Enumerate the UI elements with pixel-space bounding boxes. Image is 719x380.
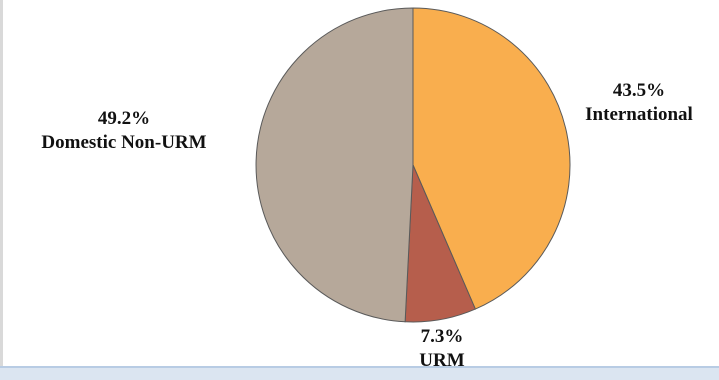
label-urm-name: URM <box>419 350 465 371</box>
label-international-value: 43.5% <box>612 80 666 101</box>
label-urm: 7.3% URM <box>412 325 472 373</box>
label-domestic-non-urm-name: Domestic Non-URM <box>41 132 207 153</box>
label-international: 43.5% International <box>566 79 712 127</box>
pie-slice-international <box>412 7 571 310</box>
bottom-divider <box>0 366 719 380</box>
label-urm-value: 7.3% <box>420 326 464 347</box>
label-domestic-non-urm: 49.2% Domestic Non-URM <box>16 107 232 155</box>
pie-slice-domestic-non-urm <box>255 7 414 323</box>
label-domestic-non-urm-value: 49.2% <box>97 108 151 129</box>
label-international-name: International <box>585 104 693 125</box>
left-divider <box>0 0 3 380</box>
